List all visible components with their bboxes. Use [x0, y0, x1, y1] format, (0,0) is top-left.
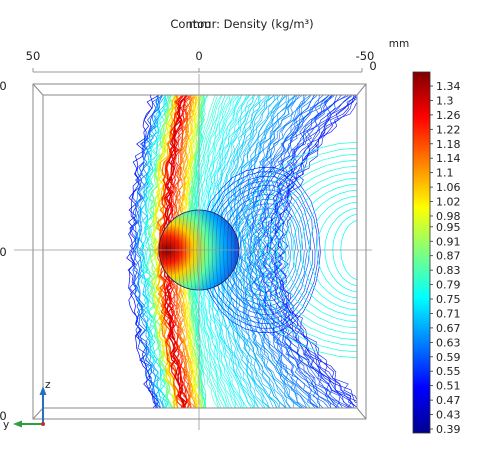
colorbar-label: 0.95: [436, 221, 461, 234]
colorbar-label: 1.26: [436, 109, 461, 122]
contour-line: [262, 95, 343, 408]
contour-line: [139, 95, 166, 408]
y-tick-label: 0: [0, 245, 7, 259]
contour-line: [263, 95, 349, 408]
side-tick-label: 0: [369, 59, 376, 73]
contour-line: [248, 95, 318, 408]
contour-line: [239, 95, 303, 408]
colorbar-label: 0.98: [436, 210, 461, 223]
contour-line: [141, 95, 170, 408]
colorbar-label: 1.1: [436, 167, 454, 180]
contour-line: [145, 95, 173, 408]
contour-line: [267, 95, 353, 408]
colorbar-label: 0.39: [436, 423, 461, 436]
contour-line: [128, 95, 163, 408]
y-axis: 0 0 0: [0, 79, 7, 423]
colorbar-label: 0.83: [436, 264, 461, 277]
contour-line: [126, 95, 159, 408]
grid-lines: [14, 74, 372, 430]
triad-y-label: y: [3, 419, 9, 431]
contour-line: [133, 95, 161, 408]
unit-label: mm: [389, 38, 409, 50]
colorbar-label: 0.79: [436, 279, 461, 292]
triad-z-label: z: [45, 379, 51, 391]
contour-line: [157, 95, 185, 408]
colorbar-label: 1.18: [436, 138, 461, 151]
contour-line: [275, 98, 357, 404]
colorbar-label: 0.55: [436, 365, 461, 378]
x-axis: 50 0 -50 0: [26, 49, 377, 73]
contour-line: [268, 95, 352, 408]
contour-line: [257, 95, 337, 408]
y-tick-label: 0: [0, 409, 7, 423]
colorbar-label: 0.59: [436, 351, 461, 364]
colorbar-label: 0.51: [436, 380, 461, 393]
x-tick-label: -50: [356, 49, 375, 63]
colorbar-label: 0.75: [436, 293, 461, 306]
colorbar-label: 0.47: [436, 394, 461, 407]
colorbar-label: 0.91: [436, 235, 461, 248]
contour-line: [153, 95, 179, 408]
axis-triad: z y: [3, 379, 51, 431]
colorbar-label: 0.63: [436, 336, 461, 349]
y-tick-label: 0: [0, 79, 7, 93]
colorbar-label: 1.34: [436, 80, 461, 93]
colorbar-label: 1.22: [436, 123, 461, 136]
contour-line: [266, 95, 352, 408]
bounding-box: [32, 83, 367, 420]
contour-line: [244, 95, 316, 408]
colorbar-label: 0.87: [436, 250, 461, 263]
colorbar-gradient: [412, 71, 431, 434]
chart-title: Contour: Density (kg/m³): [170, 17, 313, 31]
contour-line: [241, 95, 311, 408]
contour-line: [127, 95, 160, 408]
x-tick-label: 0: [195, 49, 202, 63]
x-tick-label: 50: [26, 49, 41, 63]
colorbar-label: 0.67: [436, 322, 461, 335]
colorbar-label: 1.06: [436, 181, 461, 194]
contour-line: [243, 95, 308, 408]
colorbar-label: 1.02: [436, 196, 461, 209]
contour-line: [133, 95, 163, 408]
colorbar: 1.341.31.261.221.181.141.11.061.020.980.…: [412, 71, 461, 436]
title-overlap-text: mm: [189, 17, 211, 31]
contour-line: [279, 101, 357, 401]
colorbar-label: 1.14: [436, 152, 461, 165]
colorbar-label: 0.71: [436, 307, 461, 320]
colorbar-label: 1.3: [436, 94, 454, 107]
contour-lines: [126, 95, 357, 408]
colorbar-label: 0.43: [436, 409, 461, 422]
